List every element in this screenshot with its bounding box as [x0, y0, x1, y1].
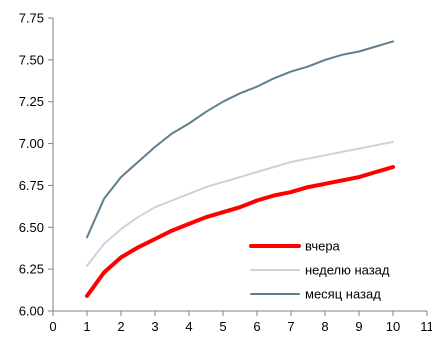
axes [52, 18, 427, 312]
x-tick-label: 3 [151, 319, 158, 334]
legend-label-1: неделю назад [305, 263, 390, 278]
y-tick-label: 6.75 [19, 178, 44, 193]
legend: вчера неделю назад месяц назад [249, 239, 390, 302]
x-tick-label: 10 [386, 319, 400, 334]
x-tick-label: 5 [219, 319, 226, 334]
y-tick-label: 6.00 [19, 304, 44, 319]
legend-label-2: месяц назад [305, 287, 381, 302]
x-tick-label: 11 [420, 319, 432, 334]
x-tick-label: 7 [287, 319, 294, 334]
y-tick-label: 7.25 [19, 94, 44, 109]
y-tick-label: 7.75 [19, 11, 44, 26]
x-tick-label: 9 [355, 319, 362, 334]
y-tick-label: 6.50 [19, 220, 44, 235]
y-tick-label: 7.50 [19, 52, 44, 67]
x-tick-label: 0 [49, 319, 56, 334]
y-axis-ticks: 6.00 6.25 6.50 6.75 7.00 7.25 7.50 7.75 [19, 11, 53, 319]
series-line-1 [86, 140, 394, 267]
y-tick-label: 7.00 [19, 136, 44, 151]
series-line-2 [86, 40, 394, 239]
y-tick-label: 6.25 [19, 262, 44, 277]
series-layer [85, 40, 395, 298]
series-line-0 [85, 165, 395, 298]
x-tick-label: 6 [253, 319, 260, 334]
x-tick-label: 4 [185, 319, 192, 334]
x-tick-label: 8 [321, 319, 328, 334]
x-tick-label: 1 [83, 319, 90, 334]
x-axis-ticks: 0 1 2 3 4 5 6 7 8 9 10 11 [49, 311, 432, 334]
legend-label-0: вчера [305, 239, 341, 254]
x-tick-label: 2 [117, 319, 124, 334]
